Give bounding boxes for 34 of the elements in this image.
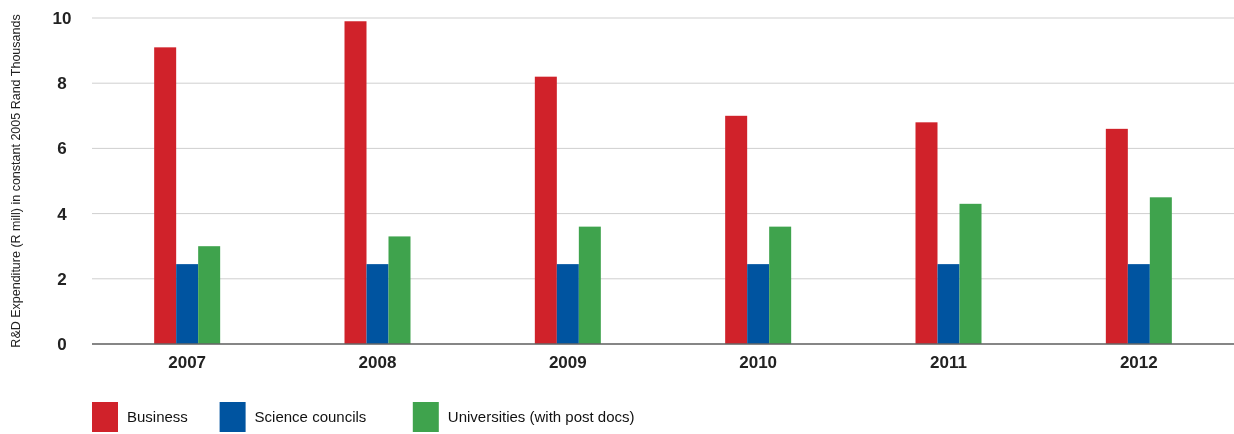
legend-label: Business	[127, 408, 188, 425]
x-tick-label: 2009	[548, 352, 587, 372]
bar	[154, 47, 177, 344]
bar	[769, 226, 792, 344]
bar	[1127, 264, 1150, 344]
bar	[747, 264, 770, 344]
bar	[959, 203, 982, 344]
x-tick-label: 2008	[358, 352, 397, 372]
bar	[915, 122, 938, 344]
y-tick-label: 0	[57, 334, 67, 354]
bar	[937, 264, 960, 344]
bar	[725, 115, 748, 344]
legend-label: Universities (with post docs)	[447, 408, 635, 425]
y-tick-label: 8	[57, 74, 67, 94]
y-axis-title: R&D Expenditure (R mill) in constant 2005 Rand Thousands	[9, 14, 23, 348]
x-tick-label: 2010	[739, 352, 778, 372]
bar	[1105, 128, 1128, 344]
x-tick-label: 2011	[930, 352, 967, 372]
x-tick-label: 2007	[168, 352, 207, 372]
bar	[534, 76, 557, 344]
bar	[556, 264, 579, 344]
y-tick-label: 6	[57, 139, 67, 159]
bar	[366, 264, 389, 344]
y-tick-label: 2	[57, 269, 67, 289]
x-tick-label: 2012	[1119, 352, 1158, 372]
bar	[198, 246, 221, 344]
bar	[1149, 197, 1172, 344]
y-tick-label: 10	[52, 8, 72, 28]
legend-label: Science councils	[254, 408, 367, 425]
bar	[344, 21, 367, 344]
y-tick-label: 4	[57, 204, 68, 224]
bar	[388, 236, 411, 344]
bar	[176, 264, 199, 344]
bar	[578, 226, 601, 344]
